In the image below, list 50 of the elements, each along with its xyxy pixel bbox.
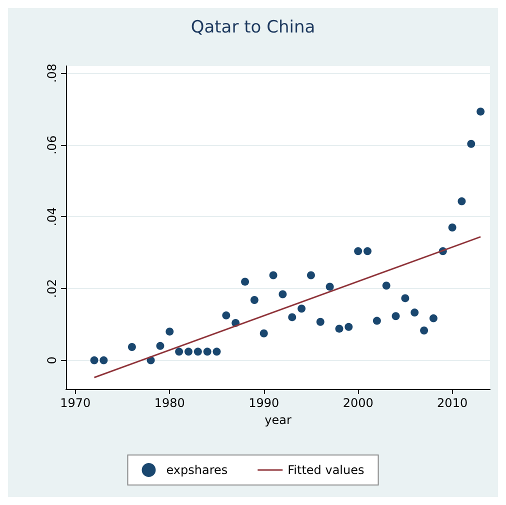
- legend-label: expshares: [166, 463, 228, 477]
- x-tick-label: 1970: [60, 396, 91, 410]
- point: [410, 308, 419, 317]
- point: [306, 271, 315, 280]
- x-tick-label: 1990: [248, 396, 280, 410]
- y-tick-label: .04: [45, 207, 59, 226]
- point: [382, 282, 390, 290]
- point: [298, 304, 306, 313]
- point: [364, 247, 372, 256]
- point: [222, 311, 230, 320]
- point: [316, 318, 324, 326]
- point: [401, 294, 410, 302]
- point: [250, 296, 258, 304]
- point: [288, 313, 296, 322]
- point: [194, 348, 202, 356]
- point: [467, 140, 476, 148]
- x-tick-label: 2010: [437, 396, 468, 410]
- point: [448, 224, 456, 232]
- point: [278, 290, 287, 298]
- point: [203, 348, 212, 356]
- x-tick-label: 1980: [154, 396, 185, 410]
- y-tick-label: .02: [45, 278, 59, 298]
- point: [90, 356, 98, 364]
- point: [354, 247, 362, 256]
- point: [420, 326, 428, 334]
- point: [458, 197, 466, 206]
- x-tick-label: 2000: [342, 396, 374, 410]
- point: [429, 314, 438, 322]
- point: [166, 328, 174, 336]
- y-tick-label: 0: [45, 356, 59, 364]
- point: [212, 348, 221, 356]
- point: [476, 108, 485, 116]
- point: [156, 342, 164, 350]
- chart-title: Qatar to China: [190, 18, 316, 38]
- point: [175, 348, 184, 356]
- legend-label: Fitted values: [288, 463, 364, 477]
- point: [260, 329, 268, 338]
- point: [392, 312, 400, 320]
- point: [241, 278, 250, 286]
- point: [372, 316, 381, 325]
- point: [335, 324, 344, 333]
- point: [344, 322, 353, 331]
- point: [184, 348, 192, 356]
- x-axis-title: year: [264, 412, 292, 427]
- point: [269, 271, 278, 280]
- y-tick-label: .06: [45, 135, 59, 154]
- point: [326, 282, 334, 291]
- point: [100, 356, 108, 364]
- y-tick-label: .08: [45, 64, 59, 83]
- point: [128, 343, 136, 352]
